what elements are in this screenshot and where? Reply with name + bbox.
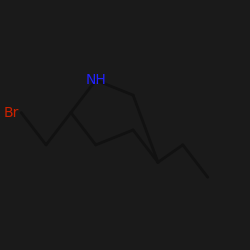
Text: Br: Br — [3, 106, 19, 120]
Text: NH: NH — [86, 73, 106, 87]
